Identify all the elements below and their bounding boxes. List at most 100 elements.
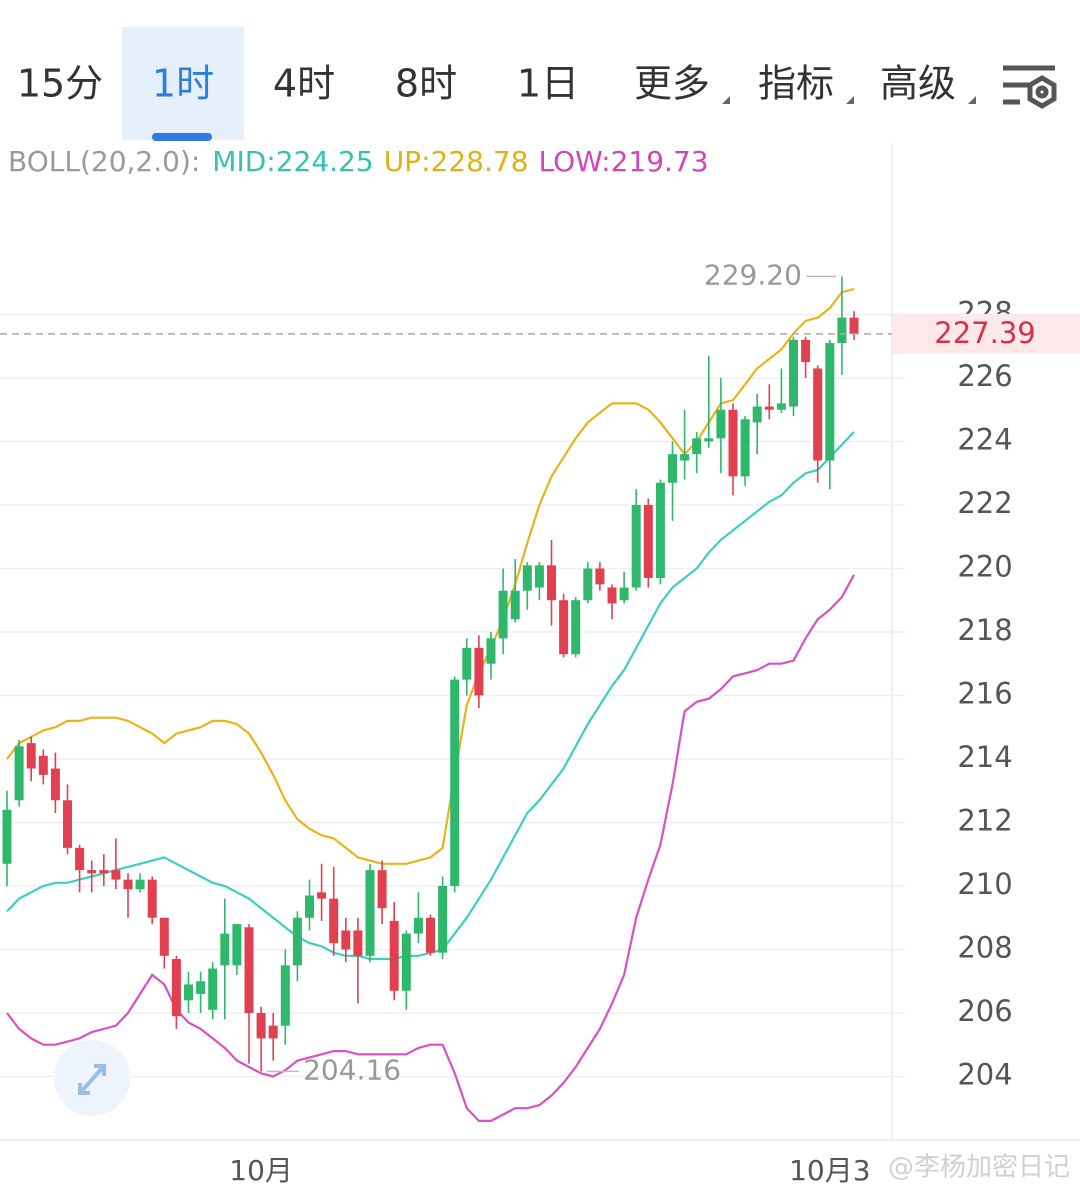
candle-body [2,809,12,864]
candle-body [171,959,181,1017]
tab[interactable]: 高级 [880,62,956,106]
y-tick-label: 220 [957,549,1012,583]
y-tick-label: 222 [957,486,1012,520]
annotation-label: 204.16 [303,1053,401,1086]
last-price-label: 227.39 [934,316,1035,350]
indicator-name: BOLL(20,2.0): [8,145,200,178]
plot: 2042062082102122142162182202222242262281… [0,276,1013,1187]
candle-body [75,847,85,871]
candle-body [329,898,339,944]
selected-tab-bg [122,27,244,140]
tab[interactable]: 更多 [634,62,710,106]
candle-body [147,879,157,918]
candle-body [365,870,375,956]
candle-body [389,920,399,991]
candle-body [474,647,484,696]
candle-body [256,1012,266,1039]
candle-body [26,743,36,769]
indicator-up: UP:228.78 [384,145,529,178]
candle-body [849,317,859,334]
candle-body [668,454,677,483]
candle-body [825,343,835,461]
candle-body [280,965,290,1026]
x-tick-label: 10月 [229,1154,293,1187]
candle-body [752,406,762,423]
candle-body [38,755,48,775]
y-tick-label: 226 [957,359,1012,393]
candle-body [63,800,72,848]
candle-body [776,403,786,410]
expand-button[interactable] [54,1040,130,1116]
candle-body [232,924,242,966]
band-line [6,288,855,865]
candle-body [547,565,556,601]
indicator-legend: BOLL(20,2.0): MID:224.25 UP:228.78 LOW:219.… [8,145,709,178]
selected-tab-indicator [152,133,212,141]
tab[interactable]: 1时 [152,62,214,106]
candle-body [268,1025,278,1039]
candle-body [498,590,508,639]
dropdown-caret [846,96,854,104]
tab[interactable]: 1日 [517,62,579,106]
candle-body [801,339,811,363]
y-tick-label: 218 [957,613,1012,647]
candle-body [438,885,448,953]
candle-body [14,746,24,801]
y-tick-label: 204 [957,1057,1012,1091]
candle-body [462,647,472,680]
y-tick-label: 210 [957,867,1012,901]
candle-body [87,870,97,874]
candle-body [716,409,726,439]
candle-body [159,917,169,956]
indicator-low: LOW:219.73 [538,145,708,178]
candle-body [655,482,665,578]
candle-body [559,600,569,655]
candle-body [692,438,702,455]
candle-body [571,600,581,655]
candle-body [740,419,750,477]
candle-body [595,568,605,585]
candle-body [813,368,823,461]
candle-body [413,917,423,934]
candle-body [764,406,774,410]
candle-body [607,587,617,604]
x-tick-label: 10月3 [789,1154,870,1187]
candle-body [486,638,496,664]
tab[interactable]: 4时 [273,62,335,106]
last-price-box [892,313,1080,354]
candle-body [123,879,133,890]
candle-body [510,590,520,620]
candle-body [522,565,532,591]
candle-body [220,933,230,966]
candle-body [317,892,327,899]
candle-body [111,870,121,880]
candle-body [426,917,435,953]
y-tick-label: 216 [957,676,1012,710]
annotation-label: 229.20 [704,258,802,291]
candle-body [728,409,738,477]
dropdown-caret [722,96,730,104]
tab[interactable]: 15分 [17,62,103,106]
candle-body [341,930,351,950]
tab[interactable]: 指标 [758,62,834,106]
y-tick-label: 214 [957,740,1012,774]
y-tick-label: 206 [957,994,1012,1028]
candle-body [244,927,254,1013]
candle-body [377,870,387,909]
candle-body [196,981,206,994]
candle-body [292,917,302,966]
candle-body [583,568,593,601]
settings-icon[interactable] [1003,65,1057,109]
y-tick-label: 212 [957,803,1012,837]
candle-body [450,679,460,886]
candle-body [401,933,411,991]
candle-body [208,968,218,1010]
candle-body [704,438,714,442]
y-tick-label: 208 [957,930,1012,964]
candle-body [135,879,145,890]
candle-body [619,587,629,601]
dropdown-caret [968,96,976,104]
tab[interactable]: 8时 [395,62,457,106]
